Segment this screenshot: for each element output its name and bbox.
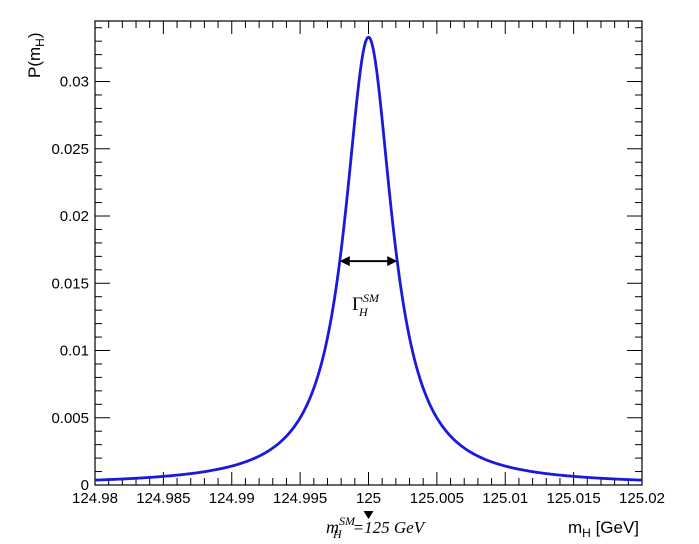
x-axis-title-main: m xyxy=(568,518,582,537)
x-tick-label: 125 xyxy=(356,490,381,507)
x-tick-label: 125.015 xyxy=(547,490,601,507)
axis-ticks xyxy=(94,21,643,486)
plot-frame xyxy=(94,20,643,486)
mass-marker-triangle xyxy=(363,511,374,519)
mass-marker-main: m xyxy=(326,517,339,537)
x-axis-title-unit: [GeV] xyxy=(591,518,639,537)
x-tick-label: 125.01 xyxy=(482,490,528,507)
width-label: ΓSM H xyxy=(352,291,380,319)
y-tick-label: 0.01 xyxy=(60,343,89,360)
x-tick-label: 125.005 xyxy=(410,490,464,507)
width-arrow xyxy=(339,256,398,267)
x-tick-label: 124.995 xyxy=(273,490,327,507)
tick-labels: 124.98 124.985 124.99 124.995 125 125.005 125.… xyxy=(51,74,664,507)
mass-marker-value: =125 GeV xyxy=(353,518,427,537)
mass-marker-sup: SM xyxy=(339,514,356,528)
x-axis-title: mH [GeV] xyxy=(568,518,639,540)
y-tick-label: 0.015 xyxy=(51,275,89,292)
y-axis-title-main: P(m xyxy=(25,47,44,78)
mass-marker-sub: H xyxy=(332,527,343,541)
x-axis-title-sub: H xyxy=(582,526,591,540)
width-label-sup: SM xyxy=(363,291,380,305)
y-axis-title-close: ) xyxy=(25,32,44,38)
width-arrow-head-left xyxy=(339,256,350,267)
width-label-main: Γ xyxy=(352,294,363,315)
x-tick-label: 124.99 xyxy=(209,490,255,507)
mass-marker-label: mSM H =125 GeV xyxy=(326,514,427,541)
y-tick-label: 0 xyxy=(81,477,89,494)
y-axis-title-sub: H xyxy=(33,38,47,47)
width-label-sub: H xyxy=(358,305,369,319)
y-tick-label: 0.03 xyxy=(60,74,89,91)
series-line-higgs-lineshape xyxy=(94,35,643,482)
y-tick-label: 0.02 xyxy=(60,208,89,225)
y-axis-title: P(mH) xyxy=(25,32,47,78)
y-tick-label: 0.005 xyxy=(51,410,89,427)
x-tick-label: 125.02 xyxy=(619,490,665,507)
x-tick-label: 124.985 xyxy=(136,490,190,507)
width-arrow-head-right xyxy=(387,256,398,267)
x-tick-label: 124.98 xyxy=(72,490,118,507)
y-tick-label: 0.025 xyxy=(51,141,89,158)
